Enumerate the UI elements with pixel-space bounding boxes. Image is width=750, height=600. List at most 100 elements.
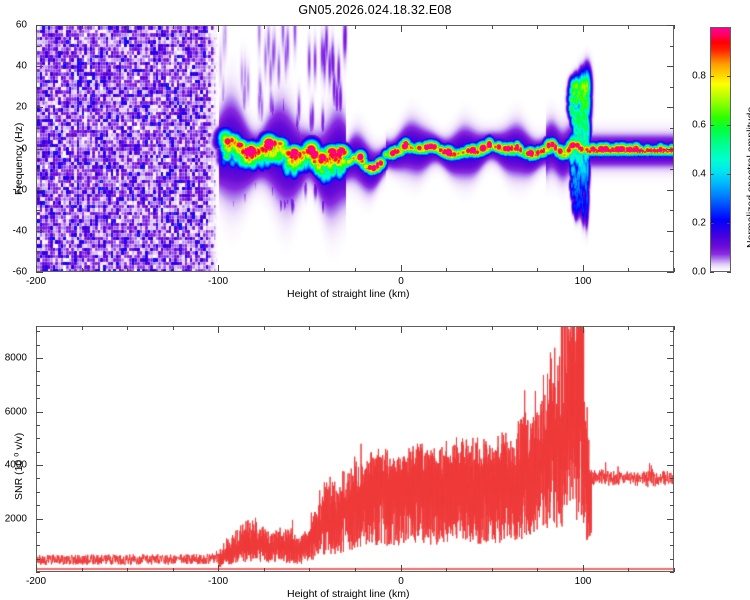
snr-xtick-minor-top	[173, 326, 174, 330]
snr-xtick-minor-top	[264, 326, 265, 330]
spectrogram-image	[37, 26, 673, 271]
colorbar-ticklabel: 0.2	[692, 217, 706, 229]
spectrogram-xtick-minor	[583, 265, 584, 272]
snr-ytick-minor	[36, 398, 40, 399]
snr-xticklabel: -100	[207, 576, 229, 587]
spectrogram-xtick-minor-top	[492, 25, 493, 29]
spectrogram-xtick-minor-top	[82, 25, 83, 29]
snr-ytick-minor	[36, 519, 43, 520]
snr-xtick-minor-top	[674, 326, 675, 330]
snr-ylabel: SNR (10 ⁰ v/v)	[13, 432, 25, 500]
spectrogram-ytick-minor-right	[670, 169, 674, 170]
spectrogram-ytick-minor	[36, 231, 43, 232]
spectrogram-xtick-minor	[628, 268, 629, 272]
spectrogram-xtick-minor	[674, 268, 675, 272]
snr-xtick-minor-top	[309, 326, 310, 330]
snr-ytick-minor	[36, 465, 43, 466]
spectrogram-yticklabel: -60	[12, 266, 27, 278]
spectrogram-panel	[36, 25, 674, 272]
snr-xtick-minor	[492, 568, 493, 572]
snr-xtick-minor	[355, 568, 356, 572]
snr-yticklabel: 8000	[4, 352, 27, 364]
spectrogram-ytick-minor	[36, 210, 40, 211]
spectrogram-ytick-minor-right	[670, 87, 674, 88]
spectrogram-xtick-minor	[82, 268, 83, 272]
spectrogram-xtick-minor-top	[674, 25, 675, 29]
colorbar-tick	[710, 272, 714, 273]
spectrogram-xticklabel: 100	[574, 276, 592, 287]
spectrogram-xtick-minor	[173, 268, 174, 272]
spectrogram-ylabel: Frequency (Hz)	[13, 122, 25, 195]
snr-xtick-minor	[309, 568, 310, 572]
snr-ytick-minor-right	[670, 559, 674, 560]
snr-xtick-minor	[446, 568, 447, 572]
snr-ytick-minor-right	[670, 478, 674, 479]
spectrogram-xtick-minor-top	[264, 25, 265, 29]
spectrogram-ytick-minor-right	[667, 107, 674, 108]
spectrogram-ytick-minor-right	[670, 210, 674, 211]
spectrogram-xtick-minor-top	[355, 25, 356, 29]
spectrogram-ytick-minor	[36, 149, 43, 150]
snr-ytick-minor	[36, 358, 43, 359]
spectrogram-ytick-minor	[36, 272, 43, 273]
colorbar-tick-right	[727, 223, 731, 224]
spectrogram-xtick-minor-top	[218, 25, 219, 32]
colorbar-tick-right	[727, 272, 731, 273]
spectrogram-ytick-minor	[36, 25, 43, 26]
spectrogram-ytick-minor	[36, 107, 43, 108]
snr-ytick-minor	[36, 385, 40, 386]
snr-ytick-minor-right	[670, 425, 674, 426]
colorbar-tick	[710, 76, 714, 77]
snr-ytick-minor-right	[670, 532, 674, 533]
spectrogram-xtick-minor-top	[36, 25, 37, 32]
snr-xtick-minor-top	[492, 326, 493, 330]
spectrogram-xticklabel: -200	[25, 276, 47, 287]
spectrogram-ytick-minor	[36, 66, 43, 67]
spectrogram-ytick-minor-right	[667, 190, 674, 191]
spectrogram-yticklabel: 60	[15, 19, 27, 31]
colorbar	[710, 27, 731, 272]
snr-ytick-minor-right	[670, 345, 674, 346]
spectrogram-ytick-minor-right	[667, 231, 674, 232]
spectrogram-xtick-minor	[36, 265, 37, 272]
colorbar-ticklabel: 0.0	[692, 266, 706, 278]
spectrogram-yticklabel: -40	[12, 225, 27, 237]
spectrogram-xtick-minor	[446, 268, 447, 272]
snr-xtick-minor	[401, 565, 402, 572]
snr-xtick-minor	[36, 565, 37, 572]
snr-ytick-minor-right	[667, 465, 674, 466]
spectrogram-xtick-minor	[309, 268, 310, 272]
spectrogram-xtick-minor-top	[583, 25, 584, 32]
spectrogram-ytick-minor-right	[670, 46, 674, 47]
spectrogram-xtick-minor	[127, 268, 128, 272]
snr-ytick-minor	[36, 532, 40, 533]
snr-xticklabel: 0	[398, 576, 404, 587]
colorbar-label: Normalized spectral amplitude	[745, 106, 750, 248]
colorbar-ticklabel: 0.6	[692, 119, 706, 131]
snr-xtick-minor	[583, 565, 584, 572]
spectrogram-xticklabel: -100	[207, 276, 229, 287]
spectrogram-xtick-minor-top	[309, 25, 310, 29]
snr-ytick-minor	[36, 559, 40, 560]
snr-panel	[36, 326, 674, 572]
spectrogram-xtick-minor	[218, 265, 219, 272]
snr-xtick-minor	[127, 568, 128, 572]
snr-ytick-minor-right	[667, 412, 674, 413]
spectrogram-ytick-minor	[36, 251, 40, 252]
spectrogram-xlabel: Height of straight line (km)	[287, 288, 410, 300]
snr-xtick-minor-top	[82, 326, 83, 330]
snr-ytick-minor	[36, 505, 40, 506]
spectrogram-xtick-minor	[264, 268, 265, 272]
snr-ytick-minor-right	[670, 438, 674, 439]
snr-ytick-minor	[36, 438, 40, 439]
snr-ytick-minor	[36, 478, 40, 479]
spectrogram-xtick-minor-top	[537, 25, 538, 29]
colorbar-tick-right	[727, 125, 731, 126]
spectrogram-ytick-minor-right	[670, 251, 674, 252]
snr-ytick-minor	[36, 452, 40, 453]
snr-ytick-minor	[36, 425, 40, 426]
snr-yticklabel: 4000	[4, 459, 27, 471]
snr-xtick-minor-top	[36, 326, 37, 333]
snr-ytick-minor-right	[670, 505, 674, 506]
